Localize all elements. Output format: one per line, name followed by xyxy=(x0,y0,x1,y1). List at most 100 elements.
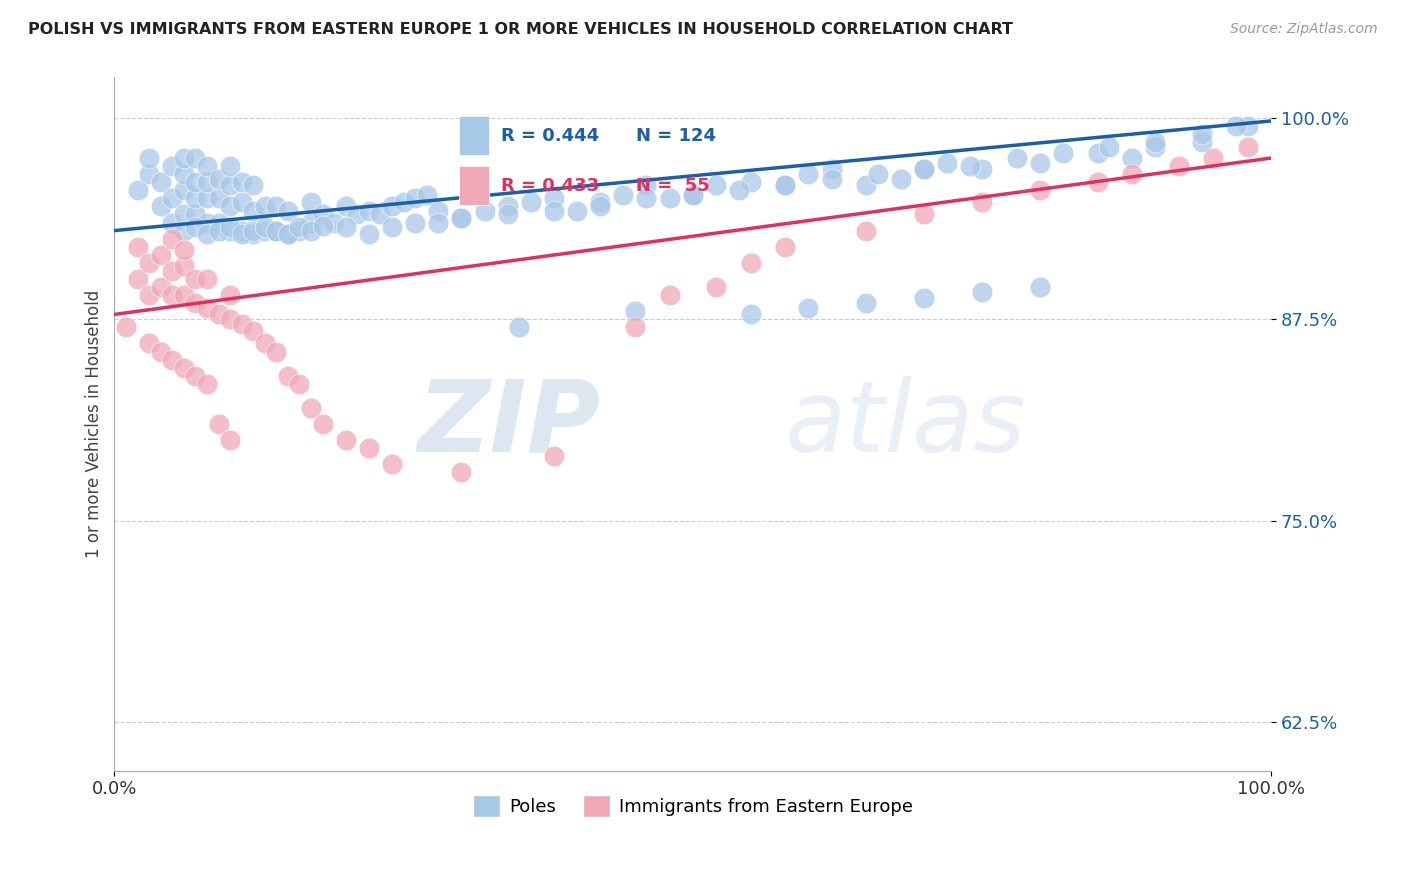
Point xyxy=(1052,146,1074,161)
Text: ZIP: ZIP xyxy=(418,376,600,473)
Point xyxy=(299,215,322,229)
Point xyxy=(195,227,218,241)
Point xyxy=(1029,280,1052,294)
Point xyxy=(959,159,981,173)
Point xyxy=(636,191,658,205)
Point xyxy=(357,227,380,241)
Point xyxy=(288,224,311,238)
Point xyxy=(936,156,959,170)
Point xyxy=(207,191,229,205)
Text: Source: ZipAtlas.com: Source: ZipAtlas.com xyxy=(1230,22,1378,37)
Point xyxy=(508,320,530,334)
Point xyxy=(253,336,276,351)
Point xyxy=(415,188,437,202)
Point xyxy=(162,159,184,173)
Point xyxy=(231,224,253,238)
Point xyxy=(820,162,842,177)
Point xyxy=(496,207,519,221)
Point xyxy=(149,344,172,359)
Point xyxy=(242,204,264,219)
Point xyxy=(323,215,346,229)
Point xyxy=(970,194,993,209)
Point xyxy=(1202,151,1225,165)
Point xyxy=(242,227,264,241)
Point xyxy=(242,224,264,238)
Point xyxy=(1191,135,1213,149)
Point xyxy=(855,178,877,193)
Point xyxy=(1087,146,1109,161)
Point xyxy=(173,207,195,221)
Point xyxy=(740,256,762,270)
Point xyxy=(658,191,681,205)
Point xyxy=(207,172,229,186)
Point xyxy=(775,240,797,254)
Point xyxy=(184,151,207,165)
Point xyxy=(912,291,935,305)
Point xyxy=(173,259,195,273)
Point xyxy=(207,224,229,238)
Point xyxy=(1144,140,1167,154)
Point xyxy=(195,215,218,229)
Point xyxy=(1029,156,1052,170)
Point xyxy=(912,162,935,177)
Point xyxy=(207,215,229,229)
Point xyxy=(370,207,392,221)
Point xyxy=(346,207,368,221)
Point xyxy=(266,199,288,213)
Point xyxy=(381,458,404,472)
Point xyxy=(173,243,195,257)
Point xyxy=(184,175,207,189)
Point xyxy=(231,194,253,209)
Point xyxy=(357,204,380,219)
Point xyxy=(1237,140,1260,154)
Point xyxy=(890,172,912,186)
Point xyxy=(219,433,242,447)
Point xyxy=(173,167,195,181)
Point xyxy=(195,376,218,391)
Point xyxy=(612,188,634,202)
Point xyxy=(162,264,184,278)
Point xyxy=(381,220,404,235)
Point xyxy=(288,220,311,235)
Point xyxy=(855,296,877,310)
Point xyxy=(277,227,299,241)
Point xyxy=(195,159,218,173)
Point xyxy=(277,227,299,241)
Point xyxy=(162,232,184,246)
Point xyxy=(1029,183,1052,197)
Point xyxy=(299,194,322,209)
Point xyxy=(219,224,242,238)
Point xyxy=(1121,167,1143,181)
Point xyxy=(219,199,242,213)
Point xyxy=(219,159,242,173)
Point xyxy=(242,324,264,338)
Point xyxy=(970,162,993,177)
Point xyxy=(427,204,450,219)
Point xyxy=(195,301,218,315)
Point xyxy=(195,175,218,189)
Point xyxy=(219,178,242,193)
Point xyxy=(162,215,184,229)
Point xyxy=(450,466,472,480)
Point xyxy=(162,191,184,205)
Point xyxy=(138,167,160,181)
Point xyxy=(450,211,472,225)
Point xyxy=(266,344,288,359)
Point xyxy=(797,301,820,315)
Point xyxy=(299,224,322,238)
Point xyxy=(797,167,820,181)
Point xyxy=(392,194,415,209)
Point xyxy=(184,191,207,205)
Point xyxy=(543,204,565,219)
Point xyxy=(543,450,565,464)
Point xyxy=(253,224,276,238)
Point xyxy=(184,368,207,383)
Point xyxy=(277,204,299,219)
Point xyxy=(624,320,647,334)
Point xyxy=(740,175,762,189)
Point xyxy=(1167,159,1189,173)
Point xyxy=(162,288,184,302)
Point xyxy=(682,188,704,202)
Point xyxy=(207,417,229,431)
Point xyxy=(496,199,519,213)
